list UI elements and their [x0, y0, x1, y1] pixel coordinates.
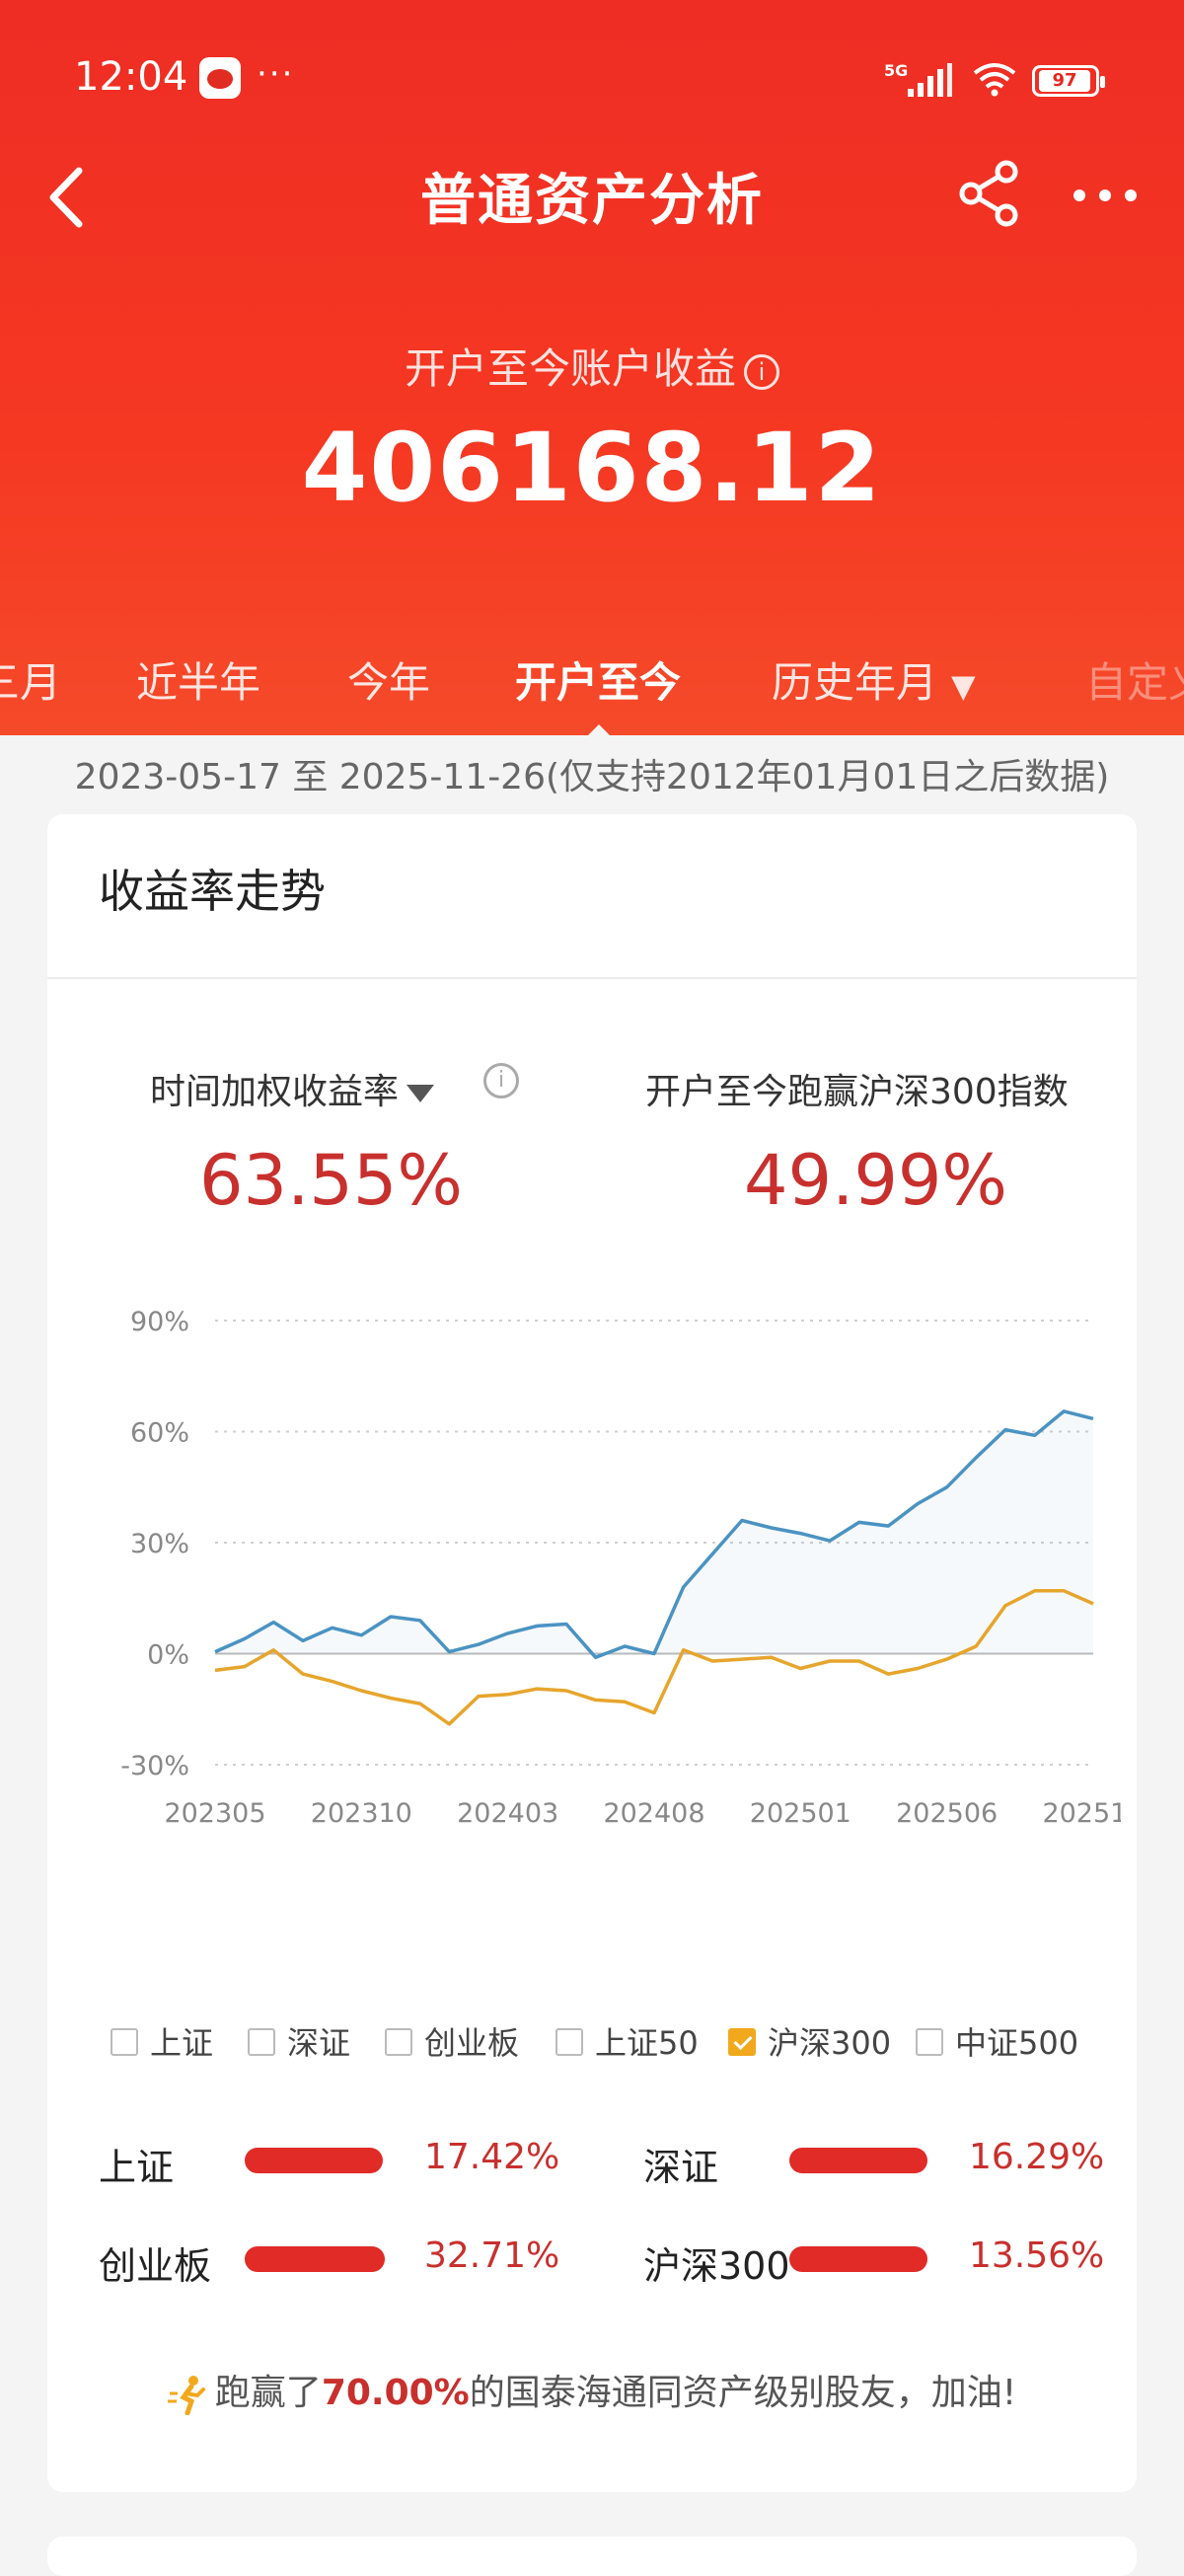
summary-value: 406168.12 [301, 413, 883, 523]
checkbox-icon [111, 2028, 138, 2056]
tab-this-year[interactable]: 今年 [347, 658, 431, 707]
x-tick-label: 202310 [311, 1798, 412, 1826]
ranking-note-prefix: 跑赢了 [214, 2373, 322, 2413]
compare-bar [789, 2246, 927, 2272]
compare-value: 17.42% [424, 2137, 560, 2177]
tab-since-opening[interactable]: 开户至今 [515, 658, 682, 707]
ranking-note-suffix: 的国泰海通同资产级别股友，加油! [469, 2373, 1017, 2413]
y-tick-label: 0% [147, 1640, 189, 1671]
csi300-return-line [214, 1589, 1094, 1726]
more-icon[interactable] [1066, 158, 1145, 227]
checkbox-icon [555, 2028, 583, 2056]
compare-bar [245, 2148, 383, 2173]
notification-app-icon [199, 57, 241, 99]
metric-right-value: 49.99% [744, 1140, 1007, 1221]
wifi-icon [973, 63, 1016, 97]
info-icon[interactable]: i [744, 353, 779, 390]
legend-chinext-label: 创业板 [424, 2024, 520, 2062]
y-tick-label: 30% [130, 1529, 189, 1559]
y-tick-label: 90% [130, 1307, 189, 1337]
active-tab-indicator [585, 724, 613, 738]
share-icon[interactable] [955, 158, 1024, 227]
compare-bar [789, 2148, 927, 2173]
compare-bar [245, 2246, 385, 2272]
next-card [47, 2537, 1137, 2576]
legend-csi500-label: 中证500 [955, 2024, 1079, 2062]
tab-three-months[interactable]: 三月 [0, 658, 62, 707]
card-title: 收益率走势 [99, 865, 326, 918]
metric-left-label[interactable]: 时间加权收益率 [150, 1063, 435, 1114]
x-tick-label: 202305 [164, 1798, 265, 1826]
compare-label: 上证 [99, 2146, 175, 2189]
back-arrow-icon[interactable] [39, 163, 99, 232]
compare-value: 13.56% [969, 2235, 1105, 2276]
summary-label: 开户至今账户收益 i [0, 336, 1184, 396]
more-notifications-icon: ··· [257, 54, 295, 94]
nav-bar: 普通资产分析 [0, 148, 1184, 247]
network-type: 5G [884, 61, 909, 80]
legend-sse50[interactable]: 上证50 [555, 2018, 699, 2064]
compare-label: 创业板 [99, 2244, 212, 2288]
account-return-line [214, 1409, 1094, 1660]
checkbox-icon [248, 2028, 275, 2056]
page-title: 普通资产分析 [420, 169, 764, 233]
period-tabs: 三月 近半年 今年 开户至今 历史年月 ▼ 自定义 [0, 632, 1184, 738]
compare-label: 深证 [643, 2146, 719, 2189]
signal-icon [908, 63, 952, 97]
status-bar: 12:04 ··· 5G 97 [0, 0, 1184, 148]
metric-left-value: 63.55% [199, 1140, 463, 1221]
status-time: 12:04 [74, 54, 188, 100]
ranking-note: 跑赢了70.00%的国泰海通同资产级别股友，加油! [47, 2364, 1137, 2415]
x-tick-label: 202408 [603, 1798, 704, 1826]
battery-level: 97 [1039, 70, 1090, 92]
tab-custom[interactable]: 自定义 [1085, 658, 1184, 707]
checkbox-icon [916, 2028, 943, 2056]
header-hero: 12:04 ··· 5G 97 普通资产分析 [0, 0, 1184, 738]
ranking-percent: 70.00% [321, 2373, 470, 2413]
y-tick-label: 60% [130, 1418, 189, 1449]
index-legend: 上证 深证 创业板 上证50 沪深300 中证500 [47, 2018, 1137, 2078]
legend-chinext[interactable]: 创业板 [385, 2018, 519, 2064]
x-tick-label: 202506 [896, 1798, 998, 1826]
tab-history-label: 历史年月 [772, 658, 938, 707]
legend-csi300[interactable]: 沪深300 [728, 2018, 891, 2064]
y-tick-label: -30% [120, 1751, 189, 1781]
metric-left-label-text: 时间加权收益率 [150, 1072, 400, 1112]
legend-shanghai[interactable]: 上证 [111, 2018, 213, 2064]
legend-csi500[interactable]: 中证500 [916, 2018, 1078, 2064]
legend-shenzhen[interactable]: 深证 [248, 2018, 350, 2064]
battery-icon: 97 [1032, 65, 1105, 97]
metric-right-label: 开户至今跑赢沪深300指数 [645, 1072, 1069, 1112]
x-tick-label: 202501 [750, 1798, 851, 1826]
checkbox-checked-icon [728, 2028, 756, 2056]
dropdown-caret-icon: ▼ [951, 667, 976, 705]
tab-history[interactable]: 历史年月 ▼ [772, 649, 976, 710]
summary-label-text: 开户至今账户收益 [404, 344, 736, 393]
dropdown-triangle-icon [407, 1085, 435, 1102]
checkbox-icon [385, 2028, 412, 2056]
date-range: 2023-05-17 至 2025-11-26(仅支持2012年01月01日之后… [74, 757, 1110, 797]
legend-sse50-label: 上证50 [595, 2024, 699, 2062]
legend-csi300-label: 沪深300 [768, 2024, 892, 2062]
compare-value: 32.71% [424, 2235, 560, 2276]
info-icon[interactable]: i [483, 1063, 519, 1099]
runner-icon [167, 2376, 205, 2415]
compare-label: 沪深300 [643, 2244, 790, 2288]
divider [47, 977, 1137, 979]
tab-half-year[interactable]: 近半年 [136, 658, 261, 707]
returns-line-chart: 90% 60% 30% 0% -30% 202305 202310 202403 202408 2… [120, 1307, 1121, 1826]
account-area [215, 1410, 1093, 1658]
legend-shanghai-label: 上证 [150, 2024, 214, 2062]
returns-card: 收益率走势 时间加权收益率 i 开户至今跑赢沪深300指数 63.55% 49.… [47, 814, 1137, 2492]
legend-shenzhen-label: 深证 [287, 2024, 351, 2062]
x-tick-label: 202403 [457, 1798, 558, 1826]
x-tick-label: 202511 [1042, 1798, 1121, 1826]
compare-value: 16.29% [969, 2137, 1105, 2177]
